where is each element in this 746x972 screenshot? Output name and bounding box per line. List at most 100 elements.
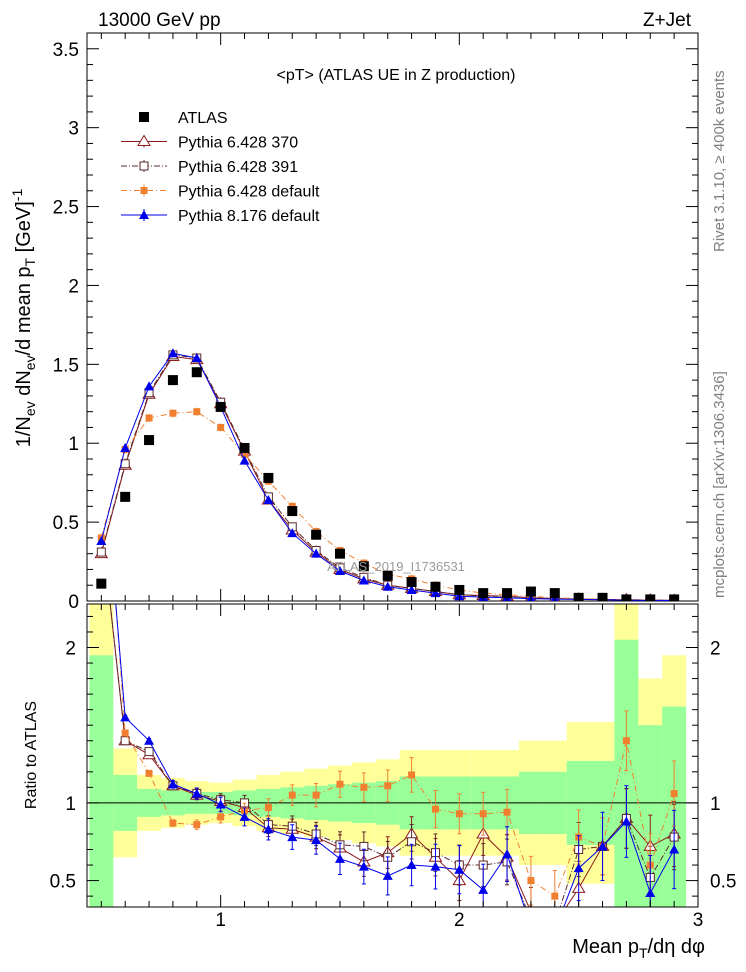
ratio-point-pythia-6-428-default: [217, 813, 225, 821]
ratio-point-pythia-8-176-default: [287, 832, 298, 842]
ratio-xtick-label: 2: [454, 910, 465, 931]
main-point-atlas: [263, 472, 274, 483]
ratio-point-pythia-6-428-default: [312, 791, 320, 799]
ratio-point-pythia-6-428-default: [145, 769, 153, 777]
ratio-point-pythia-6-428-default: [455, 810, 463, 818]
main-point-atlas: [334, 548, 345, 559]
main-point-atlas: [406, 577, 417, 588]
main-point-pythia-8-176-default: [120, 442, 131, 452]
ratio-point-pythia-6-428-default: [193, 821, 201, 829]
ratio-panel: 0.5 0.5 1 1 2 2 1 2 3 Ratio to ATLAS Mean pT/dη …: [23, 603, 736, 961]
ratio-point-pythia-8-176-default: [311, 835, 322, 845]
ratio-point-pythia-8-176-default: [597, 841, 608, 851]
main-point-pythia-8-176-default: [263, 495, 274, 505]
main-title: <pT> (ATLAS UE in Z production): [277, 67, 516, 84]
legend-label-pythia-6-428-391: Pythia 6.428 391: [178, 159, 298, 176]
main-point-pythia-8-176-default: [96, 536, 107, 546]
main-point-atlas: [215, 401, 226, 412]
main-ytick-label: 1.5: [53, 355, 79, 376]
main-point-atlas: [525, 586, 536, 597]
ratio-point-pythia-6-428-default: [622, 737, 630, 745]
legend-marker-pythia-6-428-391: [139, 161, 149, 171]
legend: ATLAS Pythia 6.428 370 Pythia 6.428 391 Pyt…: [121, 110, 320, 225]
legend-label-atlas: ATLAS: [178, 110, 228, 127]
main-point-pythia-8-176-default: [287, 528, 298, 538]
ratio-point-pythia-8-176-default: [191, 788, 202, 798]
header-right: Z+Jet: [643, 10, 692, 31]
ratio-point-pythia-6-428-default: [408, 771, 416, 779]
ratio-point-pythia-6-428-default: [336, 780, 344, 788]
main-point-pythia-8-176-default: [191, 353, 202, 363]
ratio-point-pythia-6-428-default: [360, 783, 368, 791]
band-green-bin: [614, 639, 639, 907]
main-point-atlas: [191, 367, 202, 378]
ratio-point-pythia-8-176-default: [478, 884, 489, 894]
main-point-pythia-6-428-391: [96, 547, 106, 557]
ratio-point-pythia-6-428-default: [384, 782, 392, 790]
ratio-point-pythia-8-176-default: [144, 735, 155, 745]
main-point-atlas: [549, 588, 560, 599]
main-ytick-label: 3: [68, 119, 79, 140]
legend-marker-pythia-8-176-default: [139, 210, 149, 219]
main-point-pythia-8-176-default: [167, 348, 178, 358]
main-ytick-label: 0.5: [53, 513, 79, 534]
ratio-point-pythia-8-176-default: [334, 853, 345, 863]
main-point-atlas: [167, 375, 178, 386]
ratio-ytick-label-right: 0.5: [710, 872, 736, 893]
main-point-atlas: [287, 506, 298, 517]
main-point-pythia-8-176-default: [358, 575, 369, 585]
main-point-atlas: [358, 561, 369, 572]
main-point-pythia-8-176-default: [144, 381, 155, 391]
main-point-atlas: [311, 529, 322, 540]
ratio-point-pythia-8-176-default: [573, 863, 584, 873]
legend-label-pythia-6-428-370: Pythia 6.428 370: [178, 135, 298, 152]
main-point-pythia-8-176-default: [382, 581, 393, 591]
ratio-point-pythia-6-428-391: [144, 747, 154, 757]
ratio-ytick-label-right: 2: [710, 639, 721, 660]
ratio-point-pythia-8-176-default: [454, 864, 465, 874]
ratio-point-pythia-8-176-default: [502, 849, 513, 859]
legend-label-pythia-8-176-default: Pythia 8.176 default: [178, 208, 320, 225]
main-ylabel: 1/Nev dNev/d mean pT [GeV]-1: [9, 189, 38, 448]
main-point-pythia-6-428-default: [241, 450, 249, 458]
ratio-point-pythia-6-428-default: [288, 791, 296, 799]
ratio-point-pythia-6-428-default: [169, 819, 177, 827]
main-point-pythia-6-428-default: [169, 409, 177, 417]
main-ytick-label: 3.5: [53, 40, 79, 61]
ratio-frame: [86, 603, 699, 908]
ratio-point-pythia-6-428-391: [120, 736, 130, 746]
ratio-point-pythia-6-428-default: [551, 892, 559, 900]
ratio-point-pythia-8-176-default: [669, 844, 680, 854]
main-point-atlas: [120, 491, 131, 502]
main-point-atlas: [144, 435, 155, 446]
ratio-point-pythia-6-428-default: [264, 804, 272, 812]
ratio-point-pythia-8-176-default: [120, 712, 131, 722]
mcplots-label: mcplots.cern.ch [arXiv:1306.3436]: [711, 371, 728, 598]
watermark: ATLAS_2019_I1736531: [327, 559, 465, 574]
ratio-point-pythia-8-176-default: [167, 779, 178, 789]
main-point-atlas: [478, 588, 489, 599]
ratio-point-pythia-8-176-default: [645, 888, 656, 898]
main-point-pythia-6-428-default: [217, 423, 225, 431]
main-ytick-label: 1: [68, 434, 79, 455]
legend-marker-pythia-6-428-default: [140, 187, 148, 194]
main-point-pythia-6-428-default: [145, 414, 153, 422]
ratio-ytick-label: 1: [65, 794, 76, 815]
legend-marker-atlas: [139, 112, 149, 122]
main-point-pythia-8-176-default: [239, 455, 250, 465]
main-ytick-label: 2.5: [53, 198, 79, 219]
ratio-xtick-label: 1: [215, 910, 226, 931]
ratio-ytick-label: 2: [65, 639, 76, 660]
ratio-point-pythia-8-176-default: [358, 861, 369, 871]
ratio-point-pythia-8-176-default: [382, 870, 393, 880]
ratio-point-pythia-8-176-default: [406, 860, 417, 870]
band-green-bin: [89, 655, 114, 907]
main-point-pythia-8-176-default: [311, 548, 322, 558]
ratio-point-pythia-6-428-default: [121, 729, 129, 737]
main-point-atlas: [239, 442, 250, 453]
ratio-point-pythia-8-176-default: [621, 816, 632, 826]
ratio-point-pythia-8-176-default: [263, 824, 274, 834]
rivet-label: Rivet 3.1.10, ≥ 400k events: [711, 70, 728, 252]
ratio-point-pythia-6-428-default: [479, 810, 487, 818]
